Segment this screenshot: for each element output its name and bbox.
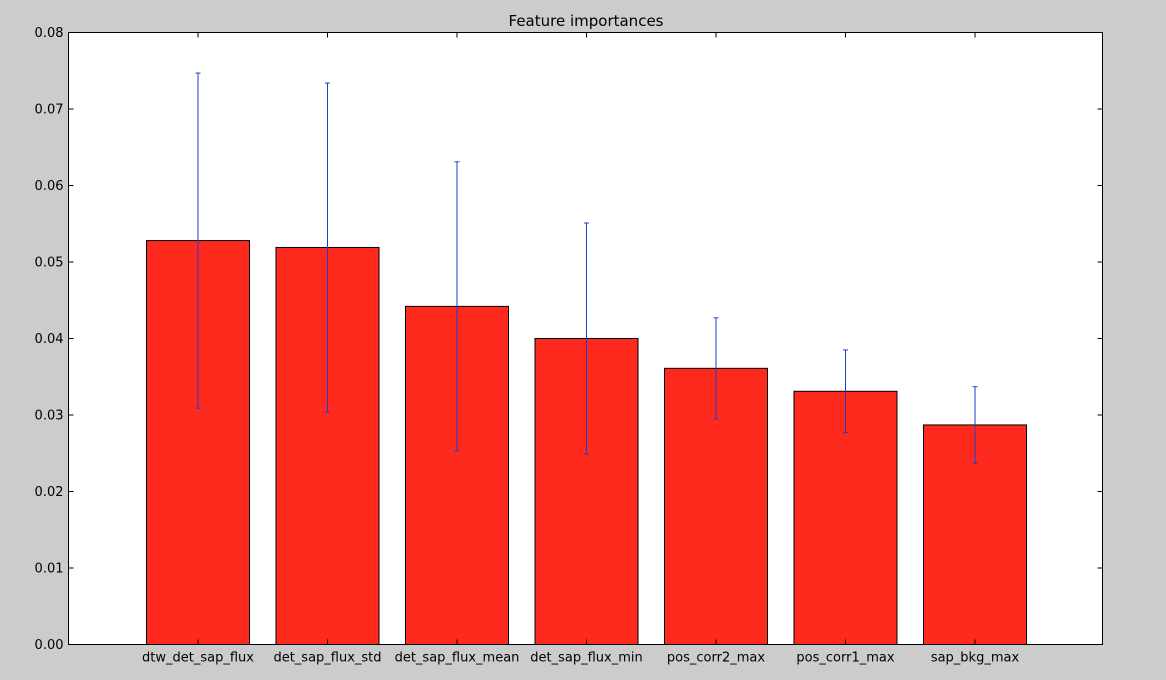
y-tick-label: 0.07: [35, 103, 64, 118]
y-tick-label: 0.02: [35, 485, 64, 500]
error-bar-det_sap_flux_min: [584, 222, 589, 455]
error-bar-sap_bkg_max: [972, 386, 978, 464]
x-tick-label: pos_corr1_max: [796, 651, 894, 666]
y-tick-label: 0.08: [35, 26, 64, 41]
error-bar-det_sap_flux_std: [325, 82, 330, 413]
y-tick-label: 0.06: [35, 179, 64, 194]
error-bar-pos_corr2_max: [713, 317, 719, 420]
x-tick-label: det_sap_flux_mean: [395, 651, 520, 666]
y-tick-label: 0.03: [35, 409, 64, 424]
x-tick-label: pos_corr2_max: [667, 651, 765, 666]
x-tick-label: det_sap_flux_min: [530, 651, 642, 666]
y-tick-label: 0.00: [35, 638, 64, 653]
x-tick-label: sap_bkg_max: [931, 651, 1020, 666]
y-axis-ticks: 0.00 0.01 0.02 0.03 0.04 0.05 0.06 0.07 0.08: [35, 26, 1103, 653]
y-tick-label: 0.01: [35, 562, 64, 577]
x-axis-ticks: dtw_det_sap_flux det_sap_flux_std det_sap_…: [142, 32, 1020, 666]
error-bars-layer: [195, 72, 978, 464]
y-tick-label: 0.04: [35, 332, 64, 347]
x-tick-label: dtw_det_sap_flux: [142, 651, 254, 666]
y-tick-label: 0.05: [35, 256, 64, 271]
error-bar-dtw_det_sap_flux: [195, 72, 201, 409]
x-tick-label: det_sap_flux_std: [273, 651, 381, 666]
bars-layer: [146, 240, 1027, 646]
error-bar-pos_corr1_max: [843, 349, 848, 434]
chart-title: Feature importances: [509, 12, 664, 30]
error-bar-det_sap_flux_mean: [454, 161, 460, 452]
